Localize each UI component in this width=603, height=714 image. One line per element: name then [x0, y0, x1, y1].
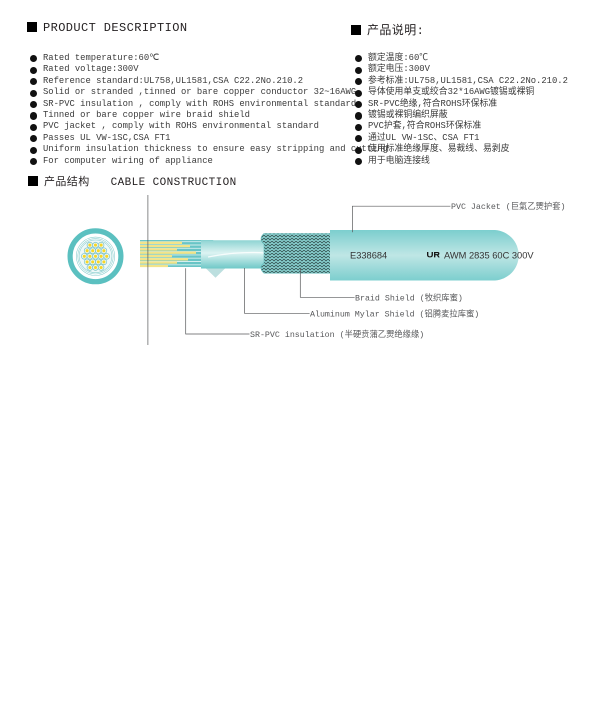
svg-text:Braid Shield (牧织库蜜): Braid Shield (牧织库蜜) [355, 292, 463, 303]
svg-text:PVC Jacket (巨氣乙燛护套): PVC Jacket (巨氣乙燛护套) [451, 201, 566, 212]
svg-text:Conductor (导体): Conductor (导体) [208, 195, 284, 196]
svg-text:AWM 2835 60C 300V: AWM 2835 60C 300V [444, 251, 534, 261]
svg-text:SR-PVC insulation (半硬贲蒲乙燛绝缘缘): SR-PVC insulation (半硬贲蒲乙燛绝缘缘) [250, 329, 424, 340]
svg-text:E338684: E338684 [350, 251, 387, 261]
svg-text:Aluminum Mylar Shield (铝腾麦拉库蜜): Aluminum Mylar Shield (铝腾麦拉库蜜) [310, 308, 479, 319]
